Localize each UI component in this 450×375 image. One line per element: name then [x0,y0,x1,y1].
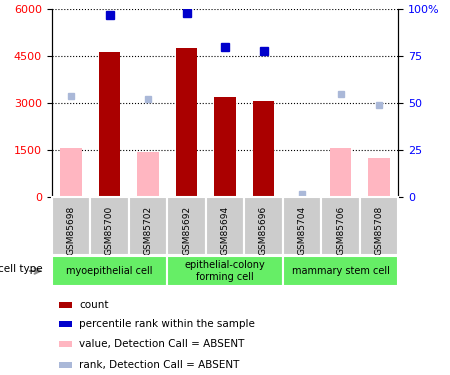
Bar [137,152,158,197]
Text: epithelial-colony
forming cell: epithelial-colony forming cell [184,260,266,282]
Bar [369,158,390,197]
FancyBboxPatch shape [90,197,129,255]
Text: GSM85706: GSM85706 [336,206,345,255]
Text: GSM85694: GSM85694 [220,206,230,255]
FancyBboxPatch shape [52,256,167,286]
FancyBboxPatch shape [167,256,283,286]
FancyBboxPatch shape [283,256,398,286]
Bar [60,147,81,197]
FancyBboxPatch shape [52,197,90,255]
Bar [214,97,236,197]
Text: GSM85702: GSM85702 [144,206,153,255]
Text: rank, Detection Call = ABSENT: rank, Detection Call = ABSENT [79,360,239,370]
Bar [99,52,120,197]
Text: GSM85698: GSM85698 [67,206,76,255]
Bar [58,341,72,347]
Text: GSM85696: GSM85696 [259,206,268,255]
Bar [253,100,274,197]
FancyBboxPatch shape [360,197,398,255]
Bar [58,362,72,368]
FancyBboxPatch shape [283,197,321,255]
Bar [58,321,72,327]
Text: GSM85692: GSM85692 [182,206,191,255]
Text: myoepithelial cell: myoepithelial cell [66,266,153,276]
FancyBboxPatch shape [244,197,283,255]
FancyBboxPatch shape [167,197,206,255]
Text: GSM85704: GSM85704 [297,206,306,255]
Bar [176,48,197,197]
Text: GSM85708: GSM85708 [374,206,383,255]
Text: GSM85700: GSM85700 [105,206,114,255]
Text: count: count [79,300,108,310]
Text: mammary stem cell: mammary stem cell [292,266,389,276]
FancyBboxPatch shape [206,197,244,255]
Text: percentile rank within the sample: percentile rank within the sample [79,319,255,329]
Text: cell type: cell type [0,264,43,274]
Bar [58,302,72,308]
FancyBboxPatch shape [129,197,167,255]
FancyBboxPatch shape [321,197,360,255]
Text: value, Detection Call = ABSENT: value, Detection Call = ABSENT [79,339,244,349]
Bar [330,147,351,197]
